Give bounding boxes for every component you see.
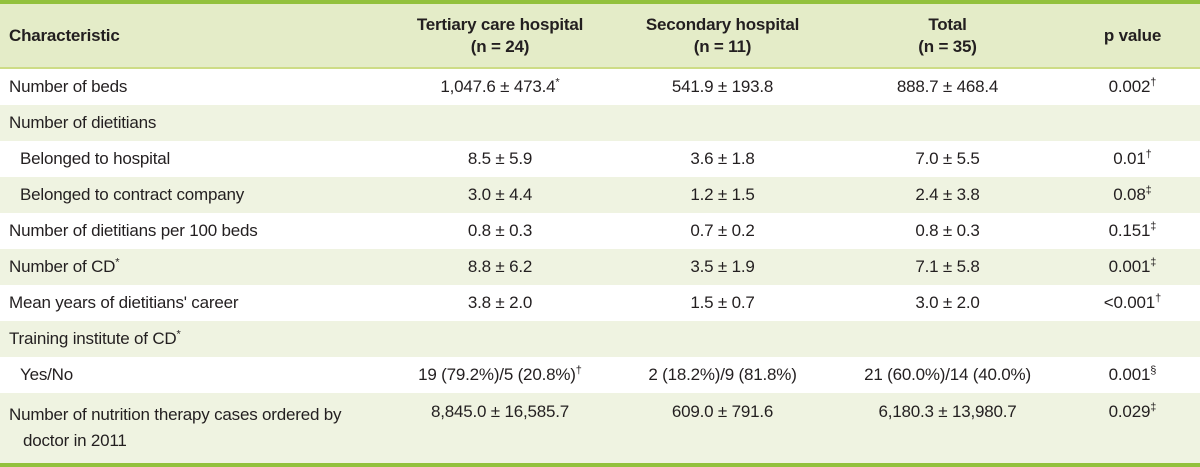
cell-total: 6,180.3 ± 13,980.7 — [830, 393, 1065, 463]
row-label: Yes/No — [0, 357, 385, 393]
header-p-value: p value — [1065, 4, 1200, 69]
cell-tertiary: 19 (79.2%)/5 (20.8%)† — [385, 357, 615, 393]
table-row: Belonged to hospital 8.5 ± 5.9 3.6 ± 1.8 7.… — [0, 141, 1200, 177]
cell-tertiary — [385, 321, 615, 357]
cell-tertiary: 8,845.0 ± 16,585.7 — [385, 393, 615, 463]
cell-total: 21 (60.0%)/14 (40.0%) — [830, 357, 1065, 393]
header-label: p value — [1103, 25, 1162, 45]
cell-total: 7.0 ± 5.5 — [830, 141, 1065, 177]
cell-tertiary — [385, 105, 615, 141]
table-row: Number of dietitians per 100 beds 0.8 ± 0… — [0, 213, 1200, 249]
table-header: Characteristic Tertiary care hospital (n… — [0, 4, 1200, 69]
footnote-marker: ‡ — [1145, 184, 1152, 197]
table-row: Number of dietitians — [0, 105, 1200, 141]
footnote-marker: † — [1155, 292, 1162, 305]
table-row: Training institute of CD* — [0, 321, 1200, 357]
header-label: Characteristic — [9, 25, 120, 45]
cell-p — [1065, 321, 1200, 357]
cell-p: 0.029‡ — [1065, 393, 1200, 463]
cell-secondary: 3.5 ± 1.9 — [615, 249, 830, 285]
footnote-marker: § — [1150, 364, 1157, 377]
header-sublabel: (n = 11) — [693, 36, 752, 56]
cell-total: 2.4 ± 3.8 — [830, 177, 1065, 213]
footnote-marker: * — [115, 256, 120, 269]
cell-tertiary: 1,047.6 ± 473.4* — [385, 68, 615, 105]
cell-p — [1065, 105, 1200, 141]
cell-total: 0.8 ± 0.3 — [830, 213, 1065, 249]
cell-total: 888.7 ± 468.4 — [830, 68, 1065, 105]
cell-tertiary: 0.8 ± 0.3 — [385, 213, 615, 249]
row-label: Belonged to hospital — [0, 141, 385, 177]
table-row: Number of nutrition therapy cases ordere… — [0, 393, 1200, 463]
cell-secondary — [615, 321, 830, 357]
row-label: Belonged to contract company — [0, 177, 385, 213]
cell-secondary: 1.2 ± 1.5 — [615, 177, 830, 213]
header-row: Characteristic Tertiary care hospital (n… — [0, 4, 1200, 69]
cell-secondary: 609.0 ± 791.6 — [615, 393, 830, 463]
cell-secondary: 2 (18.2%)/9 (81.8%) — [615, 357, 830, 393]
header-characteristic: Characteristic — [0, 4, 385, 69]
cell-p: 0.002† — [1065, 68, 1200, 105]
cell-total — [830, 321, 1065, 357]
cell-secondary — [615, 105, 830, 141]
table-row: Mean years of dietitians' career 3.8 ± 2.… — [0, 285, 1200, 321]
cell-secondary: 541.9 ± 193.8 — [615, 68, 830, 105]
header-total: Total (n = 35) — [830, 4, 1065, 69]
table-row: Number of CD* 8.8 ± 6.2 3.5 ± 1.9 7.1 ± 5.8… — [0, 249, 1200, 285]
footnote-marker: ‡ — [1150, 401, 1157, 414]
header-sublabel: (n = 24) — [470, 36, 530, 56]
cell-secondary: 1.5 ± 0.7 — [615, 285, 830, 321]
footnote-marker: † — [575, 364, 582, 377]
cell-secondary: 3.6 ± 1.8 — [615, 141, 830, 177]
characteristics-table: Characteristic Tertiary care hospital (n… — [0, 4, 1200, 463]
cell-tertiary: 8.8 ± 6.2 — [385, 249, 615, 285]
table-body: Number of beds 1,047.6 ± 473.4* 541.9 ± 19… — [0, 68, 1200, 463]
footnote-marker: † — [1150, 76, 1157, 89]
row-label: Number of beds — [0, 68, 385, 105]
header-tertiary-hospital: Tertiary care hospital (n = 24) — [385, 4, 615, 69]
row-label: Number of CD* — [0, 249, 385, 285]
cell-p: 0.08‡ — [1065, 177, 1200, 213]
table-row: Number of beds 1,047.6 ± 473.4* 541.9 ± 19… — [0, 68, 1200, 105]
cell-p: 0.001§ — [1065, 357, 1200, 393]
row-label: Number of dietitians — [0, 105, 385, 141]
footnote-marker: ‡ — [1150, 220, 1157, 233]
cell-tertiary: 8.5 ± 5.9 — [385, 141, 615, 177]
header-secondary-hospital: Secondary hospital (n = 11) — [615, 4, 830, 69]
cell-tertiary: 3.0 ± 4.4 — [385, 177, 615, 213]
cell-p: <0.001† — [1065, 285, 1200, 321]
footnote-marker: ‡ — [1150, 256, 1157, 269]
row-label: Number of dietitians per 100 beds — [0, 213, 385, 249]
header-label: Tertiary care hospital — [416, 15, 584, 35]
row-label: Number of nutrition therapy cases ordere… — [0, 393, 385, 463]
footnote-marker: * — [176, 328, 181, 341]
cell-tertiary: 3.8 ± 2.0 — [385, 285, 615, 321]
header-label: Total — [928, 15, 967, 35]
cell-total — [830, 105, 1065, 141]
table-row: Belonged to contract company 3.0 ± 4.4 1.2… — [0, 177, 1200, 213]
footnote-marker: * — [555, 76, 560, 89]
header-label: Secondary hospital — [645, 15, 800, 35]
cell-p: 0.01† — [1065, 141, 1200, 177]
footnote-marker: † — [1145, 148, 1152, 161]
cell-total: 3.0 ± 2.0 — [830, 285, 1065, 321]
cell-secondary: 0.7 ± 0.2 — [615, 213, 830, 249]
header-sublabel: (n = 35) — [918, 36, 977, 56]
cell-total: 7.1 ± 5.8 — [830, 249, 1065, 285]
cell-p: 0.001‡ — [1065, 249, 1200, 285]
row-label: Training institute of CD* — [0, 321, 385, 357]
table-row: Yes/No 19 (79.2%)/5 (20.8%)† 2 (18.2%)/9 (… — [0, 357, 1200, 393]
row-label: Mean years of dietitians' career — [0, 285, 385, 321]
cell-p: 0.151‡ — [1065, 213, 1200, 249]
